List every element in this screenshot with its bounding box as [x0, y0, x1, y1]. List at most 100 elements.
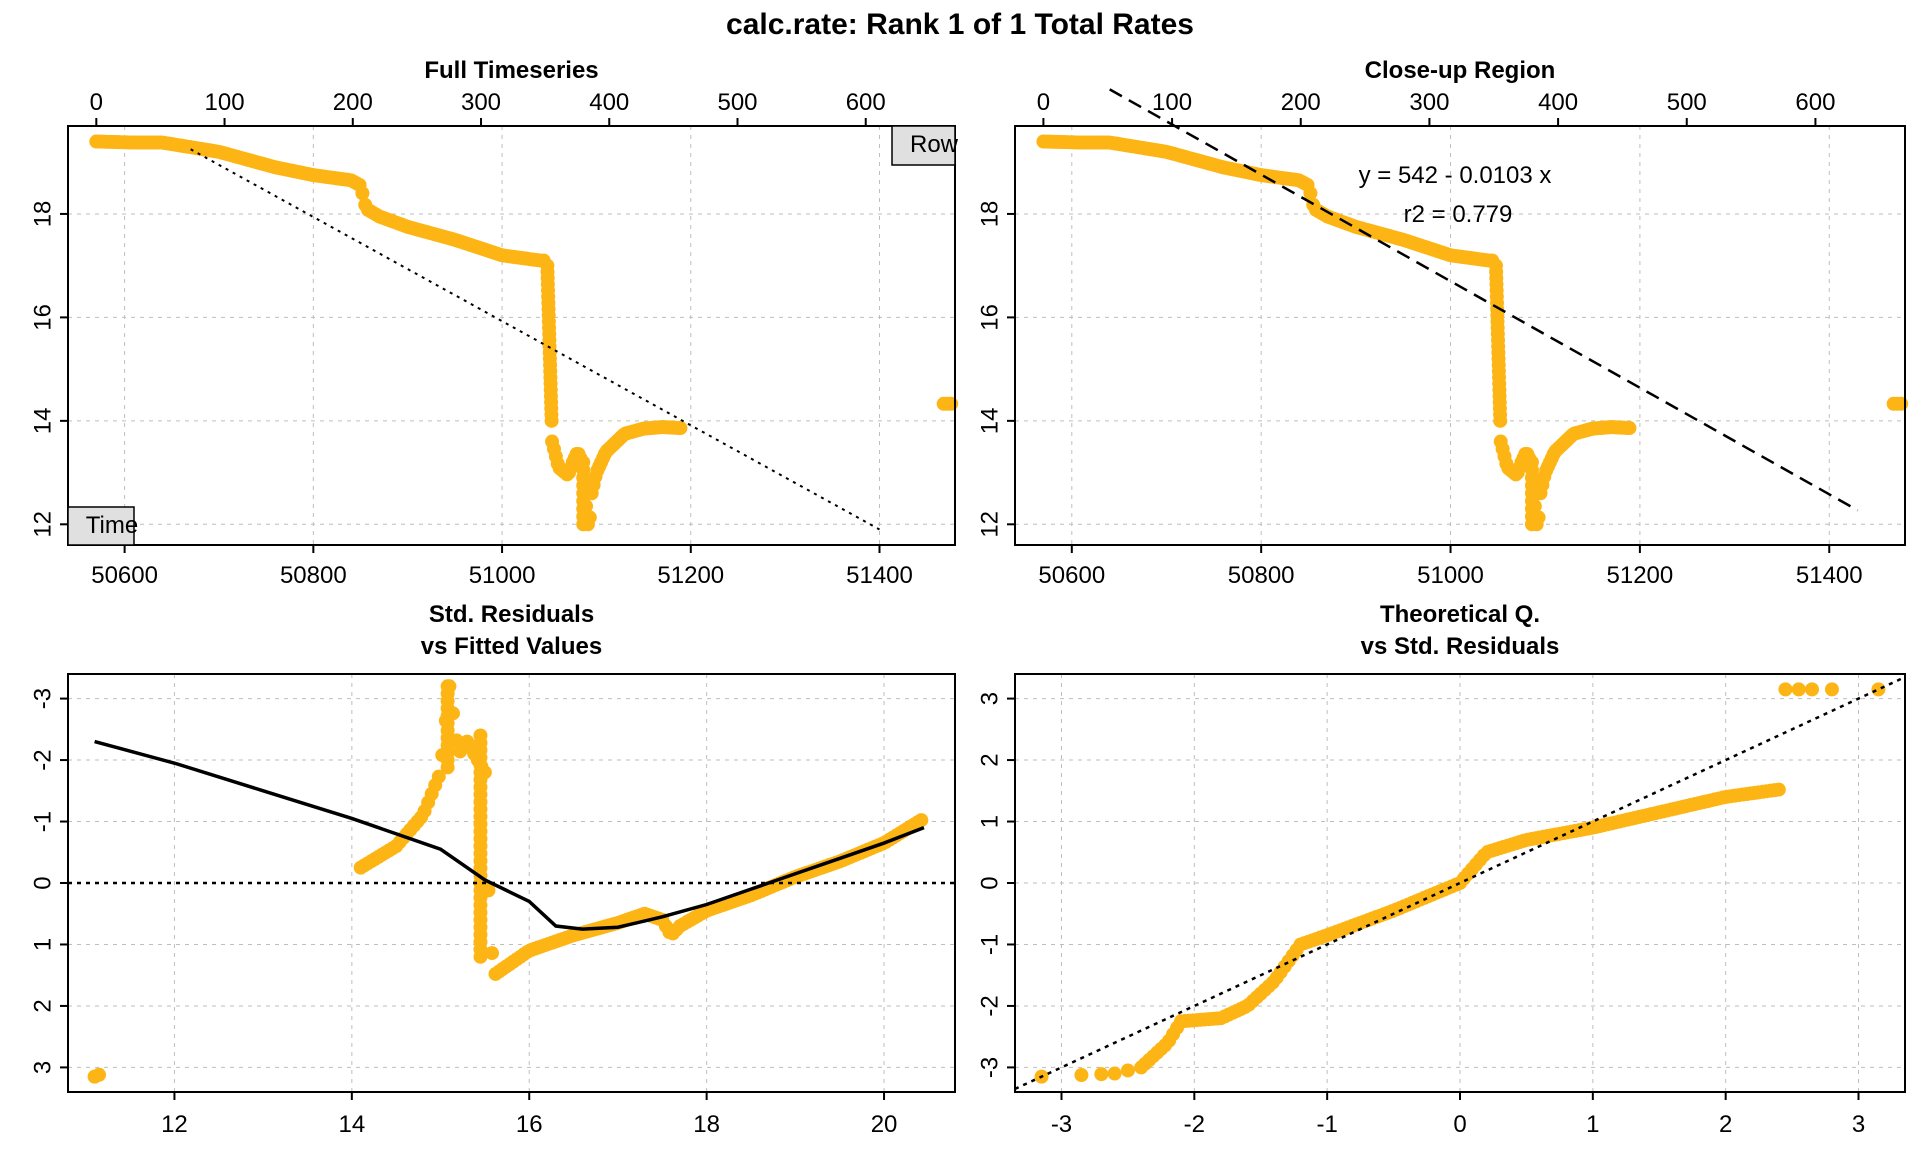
panel-closeup	[1007, 88, 1909, 553]
data-point	[944, 396, 959, 411]
qq-point	[1074, 1068, 1089, 1083]
y-tick-label: 0	[29, 876, 56, 889]
y-tick-label: 16	[29, 304, 56, 331]
panel-title: Close-up Region	[1365, 57, 1556, 84]
x-tick-label-row: 200	[333, 89, 373, 116]
y-tick-label: 0	[976, 876, 1003, 889]
panel-subtitle: vs Std. Residuals	[1361, 633, 1560, 660]
qq-point	[1107, 1066, 1122, 1081]
residual-point	[484, 946, 499, 961]
data-point	[576, 455, 591, 470]
x-tick-label-time: 51200	[1607, 562, 1674, 589]
y-tick-label: 12	[29, 511, 56, 538]
x-tick-label: -1	[1316, 1111, 1337, 1138]
plot-frame	[67, 125, 956, 546]
x-tick-label-row: 100	[205, 89, 245, 116]
panel-qq	[1007, 673, 1906, 1100]
qq-point	[1824, 682, 1839, 697]
y-tick-label: 16	[976, 304, 1003, 331]
y-tick-label: 3	[29, 1061, 56, 1074]
x-tick-label: 14	[338, 1111, 365, 1138]
x-tick-label: 18	[693, 1111, 720, 1138]
x-tick-label-time: 51400	[1796, 562, 1863, 589]
qq-point	[1871, 682, 1886, 697]
panel-resid	[60, 673, 956, 1100]
x-tick-label-row: 500	[717, 89, 757, 116]
data-point	[1303, 186, 1318, 201]
x-tick-label-time: 50600	[1038, 562, 1105, 589]
y-tick-label: 1	[976, 815, 1003, 828]
panel-title: Theoretical Q.	[1380, 601, 1540, 628]
residual-point	[440, 760, 455, 775]
x-tick-label: -2	[1184, 1111, 1205, 1138]
x-tick-label-row: 300	[461, 89, 501, 116]
fit-line-dashed	[1109, 88, 1859, 512]
x-tick-label-row: 400	[1538, 89, 1578, 116]
residual-point	[914, 813, 929, 828]
x-tick-label: 0	[1453, 1111, 1466, 1138]
panel-full	[60, 118, 959, 553]
data-point	[1493, 413, 1508, 428]
qq-point	[1791, 682, 1806, 697]
x-tick-label: -3	[1051, 1111, 1072, 1138]
x-tick-label-time: 51000	[1417, 562, 1484, 589]
panel-title: Full Timeseries	[424, 57, 598, 84]
qq-point	[1120, 1063, 1135, 1078]
plot-frame	[1014, 673, 1906, 1093]
x-tick-label-time: 51200	[657, 562, 724, 589]
x-tick-label: 20	[871, 1111, 898, 1138]
x-tick-label-row: 300	[1409, 89, 1449, 116]
y-tick-label: 18	[976, 201, 1003, 228]
time-legend-label: Time	[86, 512, 138, 539]
x-tick-label-time: 51400	[846, 562, 913, 589]
equation-label: y = 542 - 0.0103 x	[1359, 162, 1552, 189]
y-tick-label: -2	[976, 995, 1003, 1016]
x-tick-label-row: 600	[846, 89, 886, 116]
x-tick-label-row: 100	[1152, 89, 1192, 116]
panel-subtitle: vs Fitted Values	[421, 633, 602, 660]
x-tick-label-time: 50800	[1228, 562, 1295, 589]
row-legend-box	[891, 125, 956, 166]
x-tick-label: 12	[161, 1111, 188, 1138]
panel-title: Std. Residuals	[429, 601, 594, 628]
y-tick-label: 18	[29, 201, 56, 228]
qq-point	[1094, 1067, 1109, 1082]
x-tick-label-time: 51000	[469, 562, 536, 589]
x-tick-label-row: 500	[1667, 89, 1707, 116]
plot-frame	[1014, 125, 1906, 546]
x-tick-label-row: 0	[90, 89, 103, 116]
y-tick-label: 14	[29, 408, 56, 435]
x-tick-label-row: 0	[1037, 89, 1050, 116]
row-legend-label: Row	[910, 131, 959, 158]
smooth-line	[94, 739, 925, 931]
x-tick-label-row: 400	[589, 89, 629, 116]
x-tick-label-time: 50800	[280, 562, 347, 589]
y-tick-label: -3	[29, 688, 56, 709]
x-tick-label-row: 200	[1281, 89, 1321, 116]
data-point	[1524, 455, 1539, 470]
y-tick-label: -1	[29, 811, 56, 832]
x-tick-label-time: 50600	[91, 562, 158, 589]
y-tick-label: 14	[976, 408, 1003, 435]
residual-point	[473, 949, 488, 964]
data-point	[673, 421, 688, 436]
y-tick-label: 2	[976, 753, 1003, 766]
qq-point	[1805, 682, 1820, 697]
y-tick-label: -3	[976, 1057, 1003, 1078]
r2-label: r2 = 0.779	[1404, 201, 1513, 228]
x-tick-label: 16	[516, 1111, 543, 1138]
main-title: calc.rate: Rank 1 of 1 Total Rates	[726, 8, 1194, 41]
fit-line-dotted	[190, 148, 880, 531]
y-tick-label: 1	[29, 938, 56, 951]
x-tick-label-row: 600	[1795, 89, 1835, 116]
y-tick-label: -1	[976, 934, 1003, 955]
residual-point	[92, 1067, 107, 1082]
qq-point	[1778, 682, 1793, 697]
time-legend-box	[67, 506, 135, 546]
y-tick-label: 12	[976, 511, 1003, 538]
qq-point	[1771, 782, 1786, 797]
plot-frame	[67, 673, 956, 1093]
y-tick-label: 2	[29, 999, 56, 1012]
data-point	[1894, 396, 1909, 411]
